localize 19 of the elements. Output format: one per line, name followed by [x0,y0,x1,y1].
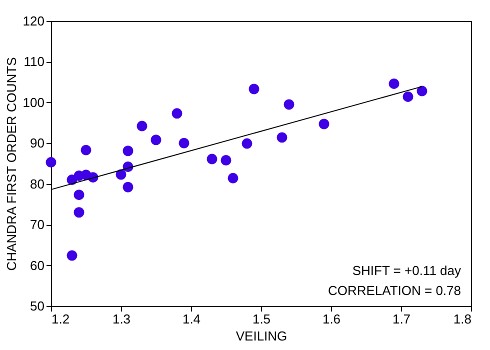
y-tick-label: 60 [30,258,44,273]
annotation: CORRELATION = 0.78 [328,283,461,298]
x-tick-label: 1.5 [252,312,271,326]
y-tick-label: 120 [22,14,44,28]
x-tick-label: 1.2 [52,312,70,326]
x-tick-label: 1.4 [182,312,201,326]
y-axis-title: CHANDRA FIRST ORDER COUNTS [4,56,19,271]
y-tick-label: 90 [30,136,44,151]
y-tick-label: 50 [30,298,44,314]
y-tick-label: 110 [24,54,44,70]
y-tick-label: 100 [22,94,44,110]
y-tick-label: 70 [30,217,44,232]
x-tick-label: 1.6 [322,312,341,326]
x-tick-label: 1.8 [453,312,472,326]
x-axis-title: VEILING [236,328,288,344]
annotation: SHIFT = +0.11 day [352,263,462,278]
y-tick-label: 80 [30,176,44,192]
x-tick-label: 1.3 [112,312,131,326]
x-tick-label: 1.7 [392,312,411,326]
